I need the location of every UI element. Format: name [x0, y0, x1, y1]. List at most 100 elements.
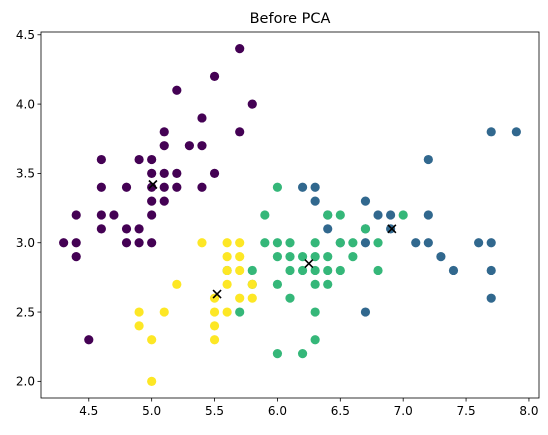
data-point: [134, 224, 143, 233]
data-point: [285, 294, 294, 303]
data-point: [273, 238, 282, 247]
data-point: [336, 266, 345, 275]
x-tick-label: 7.0: [394, 404, 413, 418]
data-point: [147, 169, 156, 178]
data-point: [361, 238, 370, 247]
data-point: [147, 377, 156, 386]
data-point: [373, 238, 382, 247]
data-point: [59, 238, 68, 247]
data-point: [197, 183, 206, 192]
data-point: [235, 127, 244, 136]
data-point: [373, 210, 382, 219]
data-point: [260, 238, 269, 247]
data-point: [223, 266, 232, 275]
data-point: [235, 44, 244, 53]
data-point: [122, 224, 131, 233]
data-point: [336, 238, 345, 247]
data-point: [210, 72, 219, 81]
data-point: [97, 183, 106, 192]
data-point: [399, 210, 408, 219]
data-point: [273, 280, 282, 289]
data-point: [134, 238, 143, 247]
data-point: [97, 155, 106, 164]
data-point: [323, 280, 332, 289]
data-point: [72, 238, 81, 247]
data-point: [386, 224, 395, 233]
data-point: [235, 307, 244, 316]
data-point: [487, 127, 496, 136]
data-point: [223, 307, 232, 316]
data-point: [160, 141, 169, 150]
data-point: [248, 266, 257, 275]
data-point: [223, 280, 232, 289]
data-point: [273, 183, 282, 192]
data-point: [311, 238, 320, 247]
data-point: [72, 252, 81, 261]
data-point: [285, 252, 294, 261]
data-point: [512, 127, 521, 136]
data-point: [285, 238, 294, 247]
data-point: [235, 266, 244, 275]
x-tick-label: 4.5: [79, 404, 98, 418]
data-point: [185, 141, 194, 150]
data-point: [147, 210, 156, 219]
data-point: [223, 252, 232, 261]
data-point: [197, 141, 206, 150]
data-point: [97, 210, 106, 219]
data-point: [248, 99, 257, 108]
data-point: [235, 252, 244, 261]
data-point: [323, 266, 332, 275]
data-point: [134, 155, 143, 164]
data-point: [298, 183, 307, 192]
data-point: [147, 238, 156, 247]
data-point: [147, 335, 156, 344]
data-point: [210, 321, 219, 330]
data-point: [172, 169, 181, 178]
data-point: [160, 183, 169, 192]
data-point: [323, 224, 332, 233]
data-point: [97, 224, 106, 233]
data-point: [235, 238, 244, 247]
data-point: [449, 266, 458, 275]
x-tick-label: 5.0: [142, 404, 161, 418]
data-point: [160, 307, 169, 316]
data-point: [210, 169, 219, 178]
data-point: [248, 280, 257, 289]
data-point: [348, 252, 357, 261]
data-point: [311, 183, 320, 192]
data-point: [386, 210, 395, 219]
x-tick-label: 6.5: [331, 404, 350, 418]
data-point: [172, 280, 181, 289]
data-point: [436, 252, 445, 261]
data-point: [160, 197, 169, 206]
data-point: [235, 294, 244, 303]
data-point: [285, 266, 294, 275]
chart-title: Before PCA: [250, 11, 331, 27]
x-tick-label: 6.0: [268, 404, 287, 418]
data-point: [248, 294, 257, 303]
data-point: [323, 252, 332, 261]
data-point: [109, 210, 118, 219]
data-point: [311, 197, 320, 206]
data-point: [160, 169, 169, 178]
data-point: [487, 238, 496, 247]
y-tick-label: 4.0: [16, 97, 35, 111]
data-point: [311, 280, 320, 289]
data-point: [197, 113, 206, 122]
data-point: [210, 335, 219, 344]
x-tick-label: 5.5: [205, 404, 224, 418]
data-point: [210, 307, 219, 316]
data-point: [424, 210, 433, 219]
data-point: [311, 307, 320, 316]
data-point: [172, 86, 181, 95]
data-point: [160, 127, 169, 136]
y-tick-label: 2.5: [16, 305, 35, 319]
data-point: [147, 155, 156, 164]
data-point: [122, 238, 131, 247]
data-point: [273, 349, 282, 358]
x-tick-label: 7.5: [457, 404, 476, 418]
data-point: [298, 349, 307, 358]
data-point: [273, 252, 282, 261]
data-point: [122, 183, 131, 192]
